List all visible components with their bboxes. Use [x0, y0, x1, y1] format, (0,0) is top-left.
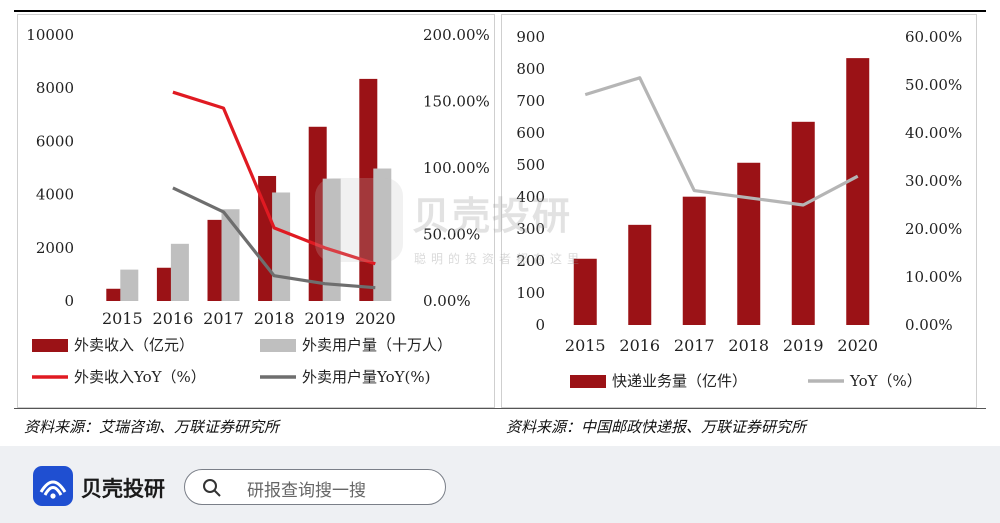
x-tick-label: 2016 — [619, 336, 660, 355]
y-left-tick-label: 8000 — [36, 79, 74, 97]
y-right-tick-label: 60.00% — [905, 28, 962, 46]
footer-bar: 贝壳投研 研报查询搜一搜 — [0, 446, 1000, 523]
legend-label: 外卖用户量（十万人） — [302, 336, 452, 354]
bar — [573, 258, 597, 325]
x-tick-label: 2019 — [304, 309, 345, 328]
legend-label: 快递业务量（亿件） — [612, 372, 747, 390]
x-tick-label: 2016 — [153, 309, 194, 328]
y-right-tick-label: 10.00% — [905, 268, 962, 286]
y-right-tick-label: 100.00% — [423, 159, 490, 177]
bar — [106, 288, 125, 301]
y-right-tick-label: 30.00% — [905, 172, 962, 190]
y-left-tick-label: 900 — [516, 28, 545, 46]
y-left-tick-label: 10000 — [26, 26, 74, 44]
y-right-tick-label: 20.00% — [905, 220, 962, 238]
watermark-title: 贝壳投研 — [412, 194, 573, 238]
bar — [170, 243, 189, 301]
x-tick-label: 2020 — [837, 336, 878, 355]
top-rule — [14, 10, 986, 12]
legend-label: 外卖用户量YoY(%) — [302, 368, 431, 386]
bar — [221, 209, 240, 301]
y-right-tick-label: 200.00% — [423, 26, 490, 44]
bar — [359, 78, 378, 301]
x-tick-label: 2017 — [203, 309, 244, 328]
bottom-rule — [14, 408, 986, 409]
x-tick-label: 2015 — [565, 336, 606, 355]
x-tick-label: 2015 — [102, 309, 143, 328]
series-line — [584, 76, 859, 207]
y-left-tick-label: 0 — [64, 292, 74, 310]
bar — [207, 219, 226, 301]
bar — [156, 267, 175, 301]
legend-swatch — [570, 375, 606, 388]
search-icon — [203, 479, 221, 497]
y-left-tick-label: 200 — [516, 252, 545, 270]
x-tick-label: 2020 — [355, 309, 396, 328]
y-left-tick-label: 2000 — [36, 239, 74, 257]
x-tick-label: 2018 — [254, 309, 295, 328]
bar — [373, 168, 392, 301]
bar — [737, 162, 761, 325]
search-input[interactable]: 研报查询搜一搜 — [184, 469, 446, 505]
bar — [272, 192, 291, 301]
y-left-tick-label: 400 — [516, 188, 545, 206]
search-placeholder: 研报查询搜一搜 — [247, 481, 366, 501]
legend-label: 外卖收入YoY（%） — [74, 368, 206, 386]
y-left-tick-label: 100 — [516, 284, 545, 302]
bar — [846, 58, 870, 326]
bar — [791, 121, 815, 325]
watermark-logo — [315, 178, 403, 262]
legend-label: YoY（%） — [849, 372, 922, 390]
source-note-right: 资料来源：中国邮政快递报、万联证券研究所 — [506, 418, 807, 436]
chart-right: 0 100 200 300 400 500 600 700 800 900 0.00% 10.00% 2… — [516, 28, 962, 390]
x-tick-label: 2017 — [674, 336, 715, 355]
y-left-tick-label: 4000 — [36, 186, 74, 204]
y-right-tick-label: 50.00% — [423, 226, 480, 244]
bar — [258, 175, 277, 301]
brand-name[interactable]: 贝壳投研 — [81, 477, 165, 501]
bar — [322, 178, 341, 301]
y-right-tick-label: 40.00% — [905, 124, 962, 142]
x-tick-label: 2018 — [728, 336, 769, 355]
y-right-tick-label: 50.00% — [905, 76, 962, 94]
brand-logo-icon[interactable] — [33, 466, 73, 506]
bar — [682, 196, 706, 325]
chart-left: 0 2000 4000 6000 8000 10000 0.00% 50.00% 100.00%… — [26, 26, 490, 386]
y-left-tick-label: 500 — [516, 156, 545, 174]
y-left-tick-label: 800 — [516, 60, 545, 78]
x-tick-label: 2019 — [783, 336, 824, 355]
bar — [628, 224, 652, 325]
y-left-tick-label: 0 — [535, 316, 545, 334]
legend-swatch — [260, 339, 296, 352]
y-left-tick-label: 700 — [516, 92, 545, 110]
source-note-left: 资料来源：艾瑞咨询、万联证券研究所 — [24, 418, 280, 436]
y-left-tick-label: 600 — [516, 124, 545, 142]
y-left-tick-label: 6000 — [36, 132, 74, 150]
bar — [308, 126, 327, 302]
y-right-tick-label: 0.00% — [423, 292, 471, 310]
bar — [120, 269, 139, 301]
chart-panel-left: 0 2000 4000 6000 8000 10000 0.00% 50.00% 100.00%… — [17, 14, 495, 408]
legend-swatch — [32, 339, 68, 352]
chart-panel-right: 0 100 200 300 400 500 600 700 800 900 0.00% 10.00% 2… — [501, 14, 977, 408]
y-right-tick-label: 0.00% — [905, 316, 953, 334]
watermark-subtitle: 聪明的投资者都在这里 — [414, 252, 585, 266]
y-left-tick-label: 300 — [516, 220, 545, 238]
legend-label: 外卖收入（亿元） — [74, 336, 194, 354]
y-right-tick-label: 150.00% — [423, 93, 490, 111]
